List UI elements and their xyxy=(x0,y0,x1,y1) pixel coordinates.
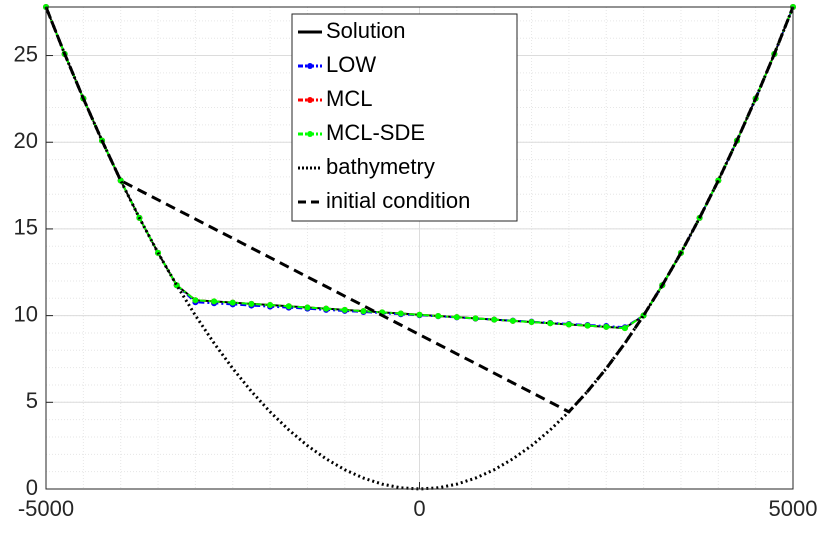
point xyxy=(248,300,255,307)
point xyxy=(509,317,516,324)
point xyxy=(565,321,572,328)
y-tick-label: 5 xyxy=(26,388,38,413)
y-tick-label: 25 xyxy=(14,41,38,66)
legend-label: bathymetry xyxy=(326,154,435,179)
point xyxy=(547,320,554,327)
legend-label: Solution xyxy=(326,18,406,43)
legend-label: MCL xyxy=(326,86,372,111)
y-tick-label: 0 xyxy=(26,475,38,500)
point xyxy=(323,305,330,312)
point xyxy=(603,323,610,330)
point xyxy=(360,308,367,315)
point xyxy=(285,303,292,310)
point xyxy=(472,315,479,322)
point xyxy=(229,299,236,306)
point xyxy=(528,319,535,326)
legend-box xyxy=(291,13,518,222)
point xyxy=(304,304,311,311)
x-tick-label: 0 xyxy=(413,496,425,521)
point xyxy=(416,311,423,318)
legend-marker xyxy=(307,63,313,69)
point xyxy=(211,298,218,305)
plot-area xyxy=(43,4,796,491)
point xyxy=(192,297,199,304)
legend-marker xyxy=(307,97,313,103)
legend-marker xyxy=(307,131,313,137)
legend-label: MCL-SDE xyxy=(326,120,425,145)
point xyxy=(341,306,348,313)
y-tick-label: 10 xyxy=(14,301,38,326)
series-line xyxy=(44,6,795,414)
point xyxy=(453,314,460,321)
point xyxy=(491,316,498,323)
point xyxy=(621,325,628,332)
legend-label: initial condition xyxy=(326,188,470,213)
point xyxy=(267,302,274,309)
y-tick-label: 15 xyxy=(14,215,38,240)
point xyxy=(397,310,404,317)
point xyxy=(584,322,591,329)
x-tick-label: 5000 xyxy=(769,496,818,521)
legend-label: LOW xyxy=(326,52,376,77)
point xyxy=(435,312,442,319)
series-line xyxy=(44,6,795,491)
y-tick-label: 20 xyxy=(14,128,38,153)
x-tick-label: -5000 xyxy=(18,496,74,521)
legend: Solution LOW MCL MCL-SDE bathymetry initial c… xyxy=(291,13,518,222)
